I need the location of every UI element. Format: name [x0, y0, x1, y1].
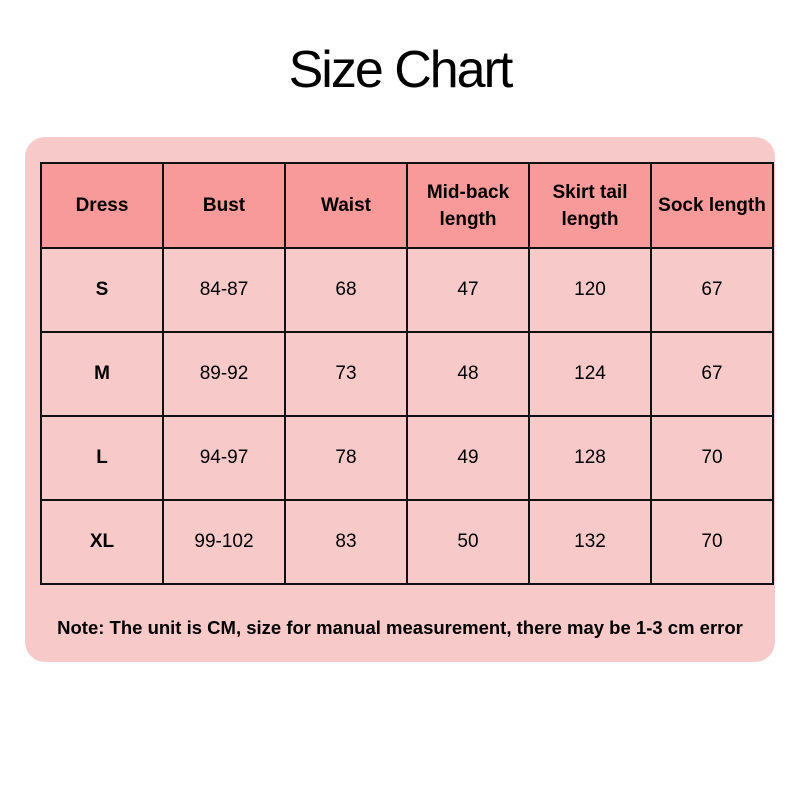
- cell-size: M: [40, 331, 164, 417]
- cell-skirt-tail-length: 120: [528, 247, 652, 333]
- table-row: L 94-97 78 49 128 70: [40, 415, 774, 501]
- cell-mid-back-length: 50: [406, 499, 530, 585]
- cell-skirt-tail-length: 132: [528, 499, 652, 585]
- cell-skirt-tail-length: 124: [528, 331, 652, 417]
- table-row: XL 99-102 83 50 132 70: [40, 499, 774, 585]
- cell-waist: 83: [284, 499, 408, 585]
- header-mid-back-length: Mid-back length: [406, 162, 530, 249]
- cell-mid-back-length: 48: [406, 331, 530, 417]
- cell-bust: 94-97: [162, 415, 286, 501]
- header-bust: Bust: [162, 162, 286, 249]
- cell-sock-length: 70: [650, 415, 774, 501]
- cell-size: S: [40, 247, 164, 333]
- table-row: S 84-87 68 47 120 67: [40, 247, 774, 333]
- table-row: M 89-92 73 48 124 67: [40, 331, 774, 417]
- header-dress: Dress: [40, 162, 164, 249]
- header-sock-length: Sock length: [650, 162, 774, 249]
- cell-sock-length: 67: [650, 331, 774, 417]
- cell-bust: 99-102: [162, 499, 286, 585]
- cell-sock-length: 70: [650, 499, 774, 585]
- size-table: Dress Bust Waist Mid-back length Skirt t…: [40, 162, 774, 585]
- cell-bust: 84-87: [162, 247, 286, 333]
- table-header-row: Dress Bust Waist Mid-back length Skirt t…: [40, 162, 774, 249]
- cell-bust: 89-92: [162, 331, 286, 417]
- measurement-note: Note: The unit is CM, size for manual me…: [57, 617, 743, 638]
- cell-waist: 68: [284, 247, 408, 333]
- cell-mid-back-length: 49: [406, 415, 530, 501]
- header-waist: Waist: [284, 162, 408, 249]
- page-title: Size Chart: [288, 41, 514, 99]
- cell-waist: 78: [284, 415, 408, 501]
- cell-waist: 73: [284, 331, 408, 417]
- cell-skirt-tail-length: 128: [528, 415, 652, 501]
- cell-size: L: [40, 415, 164, 501]
- cell-sock-length: 67: [650, 247, 774, 333]
- header-skirt-tail-length: Skirt tail length: [528, 162, 652, 249]
- cell-mid-back-length: 47: [406, 247, 530, 333]
- cell-size: XL: [40, 499, 164, 585]
